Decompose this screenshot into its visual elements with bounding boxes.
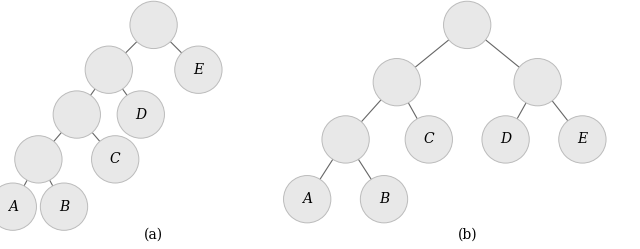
Ellipse shape [405,116,452,163]
Ellipse shape [15,136,62,183]
Ellipse shape [53,91,100,138]
Text: (a): (a) [144,228,163,242]
Ellipse shape [117,91,164,138]
Ellipse shape [0,183,36,230]
Text: B: B [379,192,389,206]
Text: D: D [500,132,511,146]
Text: A: A [8,200,18,214]
Ellipse shape [373,59,420,106]
Ellipse shape [284,176,331,223]
Text: B: B [59,200,69,214]
Ellipse shape [514,59,561,106]
Ellipse shape [360,176,408,223]
Ellipse shape [40,183,88,230]
Ellipse shape [85,46,132,93]
Ellipse shape [444,1,491,49]
Text: A: A [302,192,312,206]
Ellipse shape [92,136,139,183]
Ellipse shape [482,116,529,163]
Text: E: E [577,132,588,146]
Ellipse shape [559,116,606,163]
Text: C: C [110,152,120,166]
Text: E: E [193,63,204,77]
Text: D: D [135,108,147,122]
Ellipse shape [322,116,369,163]
Ellipse shape [130,1,177,49]
Ellipse shape [175,46,222,93]
Text: C: C [424,132,434,146]
Text: (b): (b) [458,228,477,242]
